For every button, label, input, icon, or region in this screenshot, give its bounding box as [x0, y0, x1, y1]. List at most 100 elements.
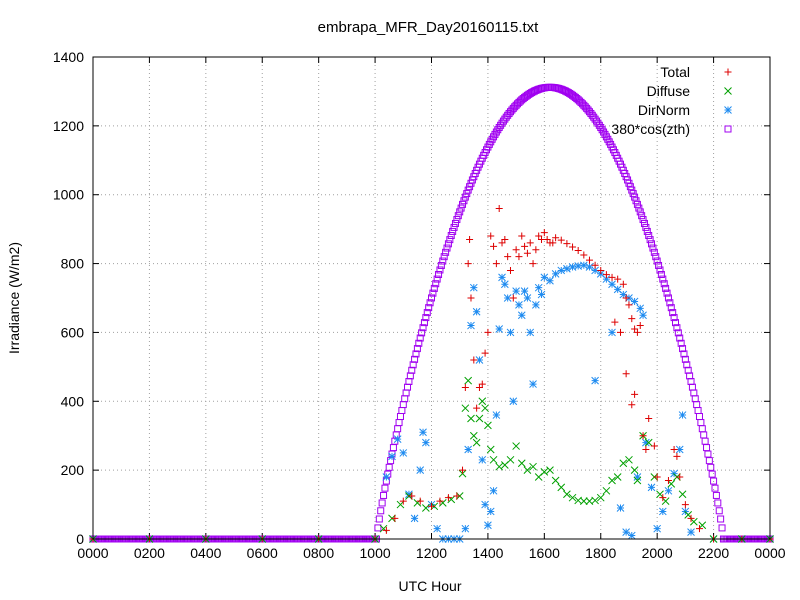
data-point	[374, 524, 382, 532]
data-point	[608, 273, 616, 281]
data-point	[523, 466, 532, 474]
data-point	[444, 240, 452, 248]
data-point	[504, 253, 512, 261]
data-point	[639, 216, 647, 224]
data-point	[681, 355, 689, 363]
data-point	[399, 497, 407, 505]
data-point	[484, 421, 492, 430]
data-point	[574, 246, 582, 254]
data-point	[484, 521, 492, 530]
data-point	[442, 248, 450, 256]
data-point	[453, 492, 461, 500]
data-point	[627, 531, 636, 540]
data-point	[375, 515, 383, 523]
data-point	[649, 244, 657, 252]
x-tick-label: 1000	[360, 545, 391, 561]
data-point	[472, 438, 481, 447]
data-point	[377, 507, 385, 515]
data-point	[647, 483, 656, 492]
data-point	[591, 266, 599, 275]
data-point	[636, 304, 645, 313]
data-point	[664, 476, 672, 484]
data-point	[469, 283, 478, 292]
data-point	[405, 377, 413, 385]
data-point	[703, 444, 711, 452]
data-point	[568, 493, 577, 502]
data-point	[484, 328, 492, 336]
data-point	[695, 413, 703, 421]
data-point	[546, 466, 554, 474]
data-point	[464, 445, 473, 454]
data-point	[596, 493, 605, 502]
data-point	[433, 524, 441, 533]
data-point	[639, 432, 647, 440]
legend-marker	[724, 125, 732, 133]
data-point	[687, 514, 695, 522]
data-point	[688, 383, 696, 391]
data-point	[532, 301, 540, 309]
y-tick-label: 1400	[53, 49, 84, 65]
data-point	[636, 322, 644, 330]
data-point	[660, 280, 668, 288]
data-point	[388, 452, 396, 461]
data-point	[695, 525, 703, 533]
data-point	[446, 236, 454, 244]
x-tick-label: 0600	[247, 545, 278, 561]
data-point	[451, 219, 459, 227]
data-point	[456, 208, 464, 216]
legend-marker	[724, 106, 732, 114]
data-point	[718, 524, 726, 532]
data-point	[425, 304, 433, 312]
data-point	[551, 476, 560, 485]
data-point	[393, 435, 402, 444]
data-point	[489, 486, 498, 495]
x-tick-label: 1200	[416, 545, 447, 561]
data-point	[659, 275, 667, 283]
data-point	[467, 321, 475, 330]
data-point	[405, 490, 413, 499]
data-point	[385, 463, 393, 471]
data-point	[619, 459, 628, 468]
data-point	[413, 345, 421, 353]
data-point	[663, 289, 671, 297]
legend-label: Total	[660, 64, 690, 80]
data-point	[551, 270, 560, 278]
data-point	[534, 283, 543, 292]
data-point	[381, 484, 389, 492]
x-axis-label: UTC Hour	[398, 578, 461, 594]
data-point	[429, 289, 437, 297]
data-point	[670, 314, 678, 322]
data-point	[447, 232, 455, 240]
data-point	[523, 249, 531, 257]
data-point	[436, 266, 444, 274]
data-point	[639, 311, 647, 320]
data-point	[557, 483, 566, 492]
x-tick-label: 2200	[698, 545, 729, 561]
y-tick-label: 200	[61, 462, 85, 478]
data-point	[487, 232, 495, 240]
data-point	[694, 407, 702, 415]
data-point	[478, 455, 487, 464]
y-tick-label: 1200	[53, 118, 84, 134]
data-point	[467, 294, 475, 302]
data-point	[667, 304, 675, 312]
data-point	[664, 486, 673, 495]
data-point	[714, 499, 722, 507]
data-point	[416, 334, 424, 342]
data-point	[426, 299, 434, 307]
data-point	[501, 235, 509, 243]
legend-label: DirNorm	[638, 102, 690, 118]
y-tick-label: 0	[76, 531, 84, 547]
data-point	[642, 438, 650, 447]
data-point	[579, 497, 588, 505]
data-point	[410, 514, 419, 523]
data-point	[515, 301, 523, 309]
y-tick-label: 600	[61, 324, 85, 340]
data-point	[658, 507, 667, 516]
data-point	[622, 528, 630, 536]
data-point	[619, 280, 627, 288]
data-point	[473, 404, 481, 412]
data-point	[512, 287, 520, 295]
data-point	[470, 356, 478, 364]
data-point	[469, 431, 478, 440]
